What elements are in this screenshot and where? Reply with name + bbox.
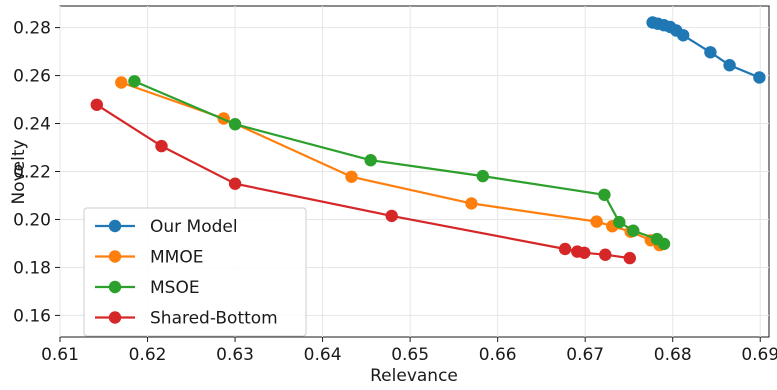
data-point-shared-bottom — [90, 98, 104, 112]
data-point-mmoe — [465, 197, 478, 210]
y-tick-label: 0.26 — [13, 67, 51, 87]
data-point-shared-bottom — [155, 139, 168, 153]
legend-marker — [108, 280, 122, 294]
legend-item-our-model: Our Model — [95, 217, 238, 237]
y-tick-label: 0.22 — [13, 163, 51, 183]
data-point-msoe — [613, 215, 626, 229]
data-point-msoe — [364, 154, 377, 167]
data-point-msoe — [128, 75, 141, 88]
x-tick-label: 0.63 — [216, 345, 254, 365]
series-layer — [90, 16, 766, 265]
y-tick-label: 0.20 — [13, 210, 51, 230]
data-point-mmoe — [345, 170, 358, 183]
x-tick-label: 0.68 — [654, 345, 692, 365]
data-point-mmoe — [590, 215, 603, 228]
data-point-our-model — [723, 58, 736, 72]
y-axis-title: Novelty — [9, 139, 29, 204]
data-point-msoe — [627, 224, 640, 237]
legend-marker — [108, 219, 122, 233]
data-point-shared-bottom — [558, 242, 572, 256]
legend-item-msoe: MSOE — [95, 278, 200, 298]
y-tick-label: 0.28 — [13, 19, 51, 39]
legend-label: Shared-Bottom — [150, 309, 278, 329]
legend: Our Model MMOE MSOE Shared-Bottom — [83, 207, 307, 337]
legend-label: Our Model — [150, 217, 238, 237]
series-our-model — [646, 16, 766, 84]
legend-marker — [108, 311, 122, 324]
data-point-our-model — [677, 29, 690, 42]
data-point-shared-bottom — [578, 246, 591, 259]
legend-label: MSOE — [150, 278, 200, 298]
legend-item-shared-bottom: Shared-Bottom — [95, 309, 278, 329]
legend-box — [83, 207, 307, 337]
data-point-our-model — [704, 46, 717, 59]
x-tick-label: 0.69 — [741, 345, 777, 365]
x-tick-label: 0.61 — [41, 345, 79, 365]
x-tick-label: 0.62 — [129, 345, 167, 365]
x-tick-label: 0.66 — [479, 345, 517, 365]
data-point-shared-bottom — [228, 177, 242, 190]
data-point-shared-bottom — [623, 251, 636, 265]
legend-item-mmoe: MMOE — [95, 248, 203, 268]
data-point-mmoe — [115, 76, 128, 89]
y-tick-label: 0.24 — [13, 115, 51, 135]
legend-label: MMOE — [150, 248, 203, 268]
data-point-msoe — [228, 118, 242, 131]
x-axis-title: Relevance — [370, 366, 458, 386]
data-point-msoe — [598, 188, 611, 201]
series-shared-bottom — [90, 98, 636, 265]
x-tick-label: 0.64 — [304, 345, 342, 365]
data-point-our-model — [753, 71, 766, 84]
data-point-shared-bottom — [599, 248, 612, 261]
y-axis-ticks: 0.16 0.18 0.20 0.22 0.24 0.26 0.28 — [13, 19, 60, 326]
x-tick-label: 0.67 — [566, 345, 604, 365]
x-axis-ticks: 0.61 0.62 0.63 0.64 0.65 0.66 0.67 0.68 0.69 — [41, 337, 777, 365]
y-tick-label: 0.16 — [13, 306, 51, 326]
data-point-msoe — [657, 237, 671, 251]
series-msoe — [128, 75, 671, 251]
data-point-msoe — [476, 169, 489, 183]
legend-marker — [108, 250, 122, 263]
x-tick-label: 0.65 — [391, 345, 429, 365]
y-tick-label: 0.18 — [13, 258, 51, 278]
data-point-shared-bottom — [385, 209, 398, 223]
